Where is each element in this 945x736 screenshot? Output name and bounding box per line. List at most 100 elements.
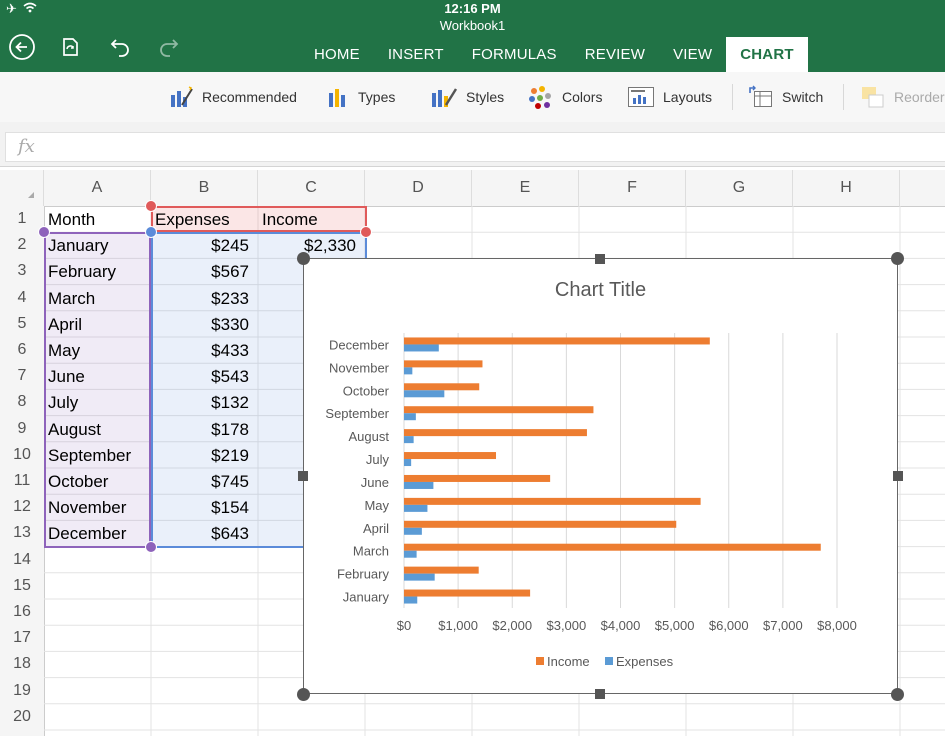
column-header-e[interactable]: E	[472, 170, 579, 206]
switch-button[interactable]: Switch	[748, 84, 823, 110]
chart-object[interactable]: Chart Title $0 $1,000 $2,000 $3,000 $4,000 $5…	[303, 258, 898, 694]
row-header[interactable]: 4	[17, 288, 27, 306]
cell-month[interactable]: October	[48, 472, 109, 491]
row-header[interactable]: 13	[13, 524, 31, 542]
cell-expense[interactable]: $219	[211, 445, 249, 465]
expenses-bar	[404, 344, 439, 352]
tab-view[interactable]: VIEW	[673, 46, 713, 63]
column-header-b[interactable]: B	[151, 170, 258, 206]
row-header[interactable]: 9	[17, 419, 27, 437]
tab-insert[interactable]: INSERT	[387, 46, 444, 63]
redo-button[interactable]	[154, 32, 184, 62]
cell-expense[interactable]: $745	[211, 472, 249, 491]
ribbon-divider	[843, 84, 844, 110]
cell-expense[interactable]: $567	[211, 262, 249, 282]
range-handle[interactable]	[145, 541, 157, 553]
cell-b1[interactable]: Expenses	[155, 210, 230, 229]
cell-expense[interactable]: $245	[211, 236, 249, 256]
cell-month[interactable]: December	[48, 524, 127, 544]
range-handle[interactable]	[360, 226, 372, 238]
cell-expense[interactable]: $132	[211, 393, 249, 413]
row-header[interactable]: 15	[13, 576, 31, 594]
switch-row-column-icon	[749, 85, 772, 107]
cell-expense[interactable]: $233	[211, 288, 249, 308]
chart-resize-handle[interactable]	[297, 688, 310, 701]
chart-resize-handle[interactable]	[595, 254, 605, 264]
cell-expense[interactable]: $543	[211, 367, 249, 387]
cell-month[interactable]: August	[48, 419, 101, 439]
back-button[interactable]	[7, 32, 37, 62]
select-all-corner[interactable]	[0, 170, 44, 206]
income-bar	[404, 497, 701, 505]
file-button[interactable]	[55, 32, 85, 62]
row-header[interactable]: 18	[13, 655, 31, 673]
chart-resize-handle[interactable]	[595, 689, 605, 699]
row-header[interactable]: 2	[17, 236, 27, 254]
chart-resize-handle[interactable]	[893, 471, 903, 481]
row-header[interactable]: 17	[13, 629, 31, 647]
tab-review[interactable]: REVIEW	[584, 46, 646, 63]
cell-expense[interactable]: $643	[211, 524, 249, 544]
chart-resize-handle[interactable]	[891, 688, 904, 701]
cell-c2[interactable]: $2,330	[304, 236, 356, 255]
cell-expense[interactable]: $178	[211, 419, 249, 439]
styles-button[interactable]: Styles	[430, 84, 504, 110]
expenses-bar	[404, 436, 414, 444]
income-bar	[404, 474, 551, 482]
cell-month[interactable]: May	[48, 341, 81, 360]
tab-formulas[interactable]: FORMULAS	[471, 46, 557, 63]
cell-c1[interactable]: Income	[262, 210, 318, 229]
row-header[interactable]: 20	[13, 707, 31, 725]
chart-resize-handle[interactable]	[297, 252, 310, 265]
column-header-c[interactable]: C	[258, 170, 365, 206]
row-header[interactable]: 3	[17, 262, 27, 280]
row-header[interactable]: 16	[13, 603, 31, 620]
row-header[interactable]: 14	[13, 550, 31, 568]
colors-button[interactable]: Colors	[528, 84, 602, 110]
row-header[interactable]: 5	[17, 314, 27, 332]
range-handle[interactable]	[145, 226, 157, 238]
column-header-a[interactable]: A	[44, 170, 151, 206]
cell-expense[interactable]: $154	[211, 498, 249, 518]
cell-expense[interactable]: $433	[211, 341, 249, 360]
row-header[interactable]: 8	[17, 393, 27, 411]
reorder-button[interactable]: Reorder	[860, 84, 945, 110]
row-header[interactable]: 6	[17, 341, 27, 358]
cell-month[interactable]: April	[48, 314, 83, 334]
cell-month[interactable]: June	[48, 367, 85, 387]
range-handle[interactable]	[38, 226, 50, 238]
row-header[interactable]: 1	[17, 210, 27, 227]
category-range	[44, 232, 151, 548]
row-header[interactable]: 10	[13, 445, 31, 463]
recommended-button[interactable]: Recommended	[168, 84, 297, 110]
row-header[interactable]: 7	[17, 367, 27, 385]
chart-resize-handle[interactable]	[298, 471, 308, 481]
cell-month[interactable]: February	[48, 262, 117, 282]
column-header-f[interactable]: F	[579, 170, 686, 206]
formula-input[interactable]	[5, 132, 945, 162]
expenses-bar	[404, 390, 445, 398]
row-header[interactable]: 19	[13, 681, 31, 699]
function-icon[interactable]: fx	[18, 136, 35, 157]
tab-home[interactable]: HOME	[314, 46, 360, 63]
cell-month[interactable]: January	[48, 236, 109, 256]
chart-title[interactable]: Chart Title	[554, 279, 647, 301]
range-handle[interactable]	[145, 200, 157, 212]
cell-month[interactable]: November	[48, 498, 127, 518]
cell-month[interactable]: March	[48, 288, 96, 308]
tab-chart[interactable]: CHART	[726, 37, 808, 72]
legend-swatch-expenses	[605, 657, 613, 665]
cell-expense[interactable]: $330	[211, 314, 249, 334]
column-header-h[interactable]: H	[793, 170, 900, 206]
cell-month[interactable]: July	[48, 393, 79, 413]
chart-resize-handle[interactable]	[891, 252, 904, 265]
cell-month[interactable]: September	[48, 445, 132, 465]
undo-button[interactable]	[105, 32, 135, 62]
layouts-button[interactable]: Layouts	[627, 84, 712, 110]
cell-a1[interactable]: Month	[48, 210, 96, 229]
row-header[interactable]: 12	[13, 498, 31, 516]
column-header-d[interactable]: D	[365, 170, 472, 206]
row-header[interactable]: 11	[13, 472, 31, 489]
column-header-g[interactable]: G	[686, 170, 793, 206]
types-button[interactable]: Types	[326, 84, 395, 110]
